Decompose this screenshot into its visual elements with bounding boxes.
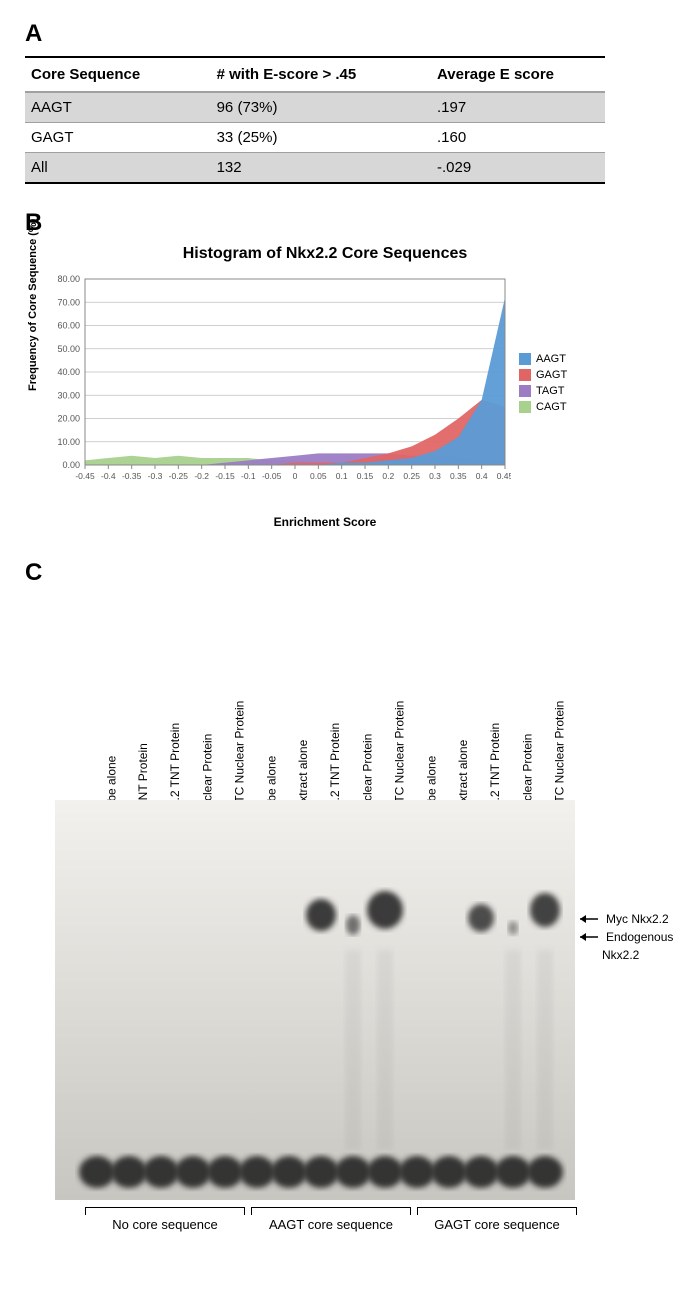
table-cell: 33 (25%) bbox=[211, 123, 431, 153]
lane-label: Probe alone bbox=[255, 595, 287, 795]
svg-text:40.00: 40.00 bbox=[57, 367, 80, 377]
legend-item: CAGT bbox=[519, 401, 567, 413]
lane-label: Myc TNT Protein bbox=[127, 595, 159, 795]
svg-text:0.45: 0.45 bbox=[497, 471, 511, 481]
gel-figure: Probe aloneMyc TNT ProteinMyc Nkx2.2 TNT… bbox=[25, 595, 655, 1275]
table-cell: 132 bbox=[211, 153, 431, 184]
arrow-label: Myc Nkx2.2 bbox=[606, 912, 669, 926]
svg-text:0.2: 0.2 bbox=[382, 471, 394, 481]
lane-label: Myc Nkx2.2 TNT Protein bbox=[319, 595, 351, 795]
svg-text:0.4: 0.4 bbox=[476, 471, 488, 481]
lane-label: Myc Nkx2.2 TNT Protein bbox=[159, 595, 191, 795]
svg-text:50.00: 50.00 bbox=[57, 344, 80, 354]
legend-label: GAGT bbox=[536, 369, 567, 381]
panel-a-label: A bbox=[25, 20, 660, 48]
svg-text:-0.3: -0.3 bbox=[148, 471, 163, 481]
legend-item: AAGT bbox=[519, 353, 567, 365]
svg-text:60.00: 60.00 bbox=[57, 321, 80, 331]
lane-label: Myc Nkx2.2 TNT Protein bbox=[479, 595, 511, 795]
table-cell: All bbox=[25, 153, 211, 184]
legend-swatch bbox=[519, 401, 531, 413]
svg-text:0.3: 0.3 bbox=[429, 471, 441, 481]
lane-label: Probe alone bbox=[95, 595, 127, 795]
group-bracket: AAGT core sequence bbox=[251, 1207, 411, 1232]
lane-label: Myc Nkx2.2 aTC Nuclear Protein bbox=[223, 595, 255, 795]
group-label: No core sequence bbox=[85, 1217, 245, 1232]
svg-text:0.00: 0.00 bbox=[62, 460, 80, 470]
legend: AAGT GAGT TAGT CAGT bbox=[519, 349, 567, 417]
table-row: AAGT96 (73%).197 bbox=[25, 92, 605, 123]
table-cell: AAGT bbox=[25, 92, 211, 123]
table-cell: 96 (73%) bbox=[211, 92, 431, 123]
panel-c-label: C bbox=[25, 559, 660, 587]
svg-text:-0.25: -0.25 bbox=[169, 471, 189, 481]
legend-label: AAGT bbox=[536, 353, 566, 365]
lane-label: aTC Nuclear Protein bbox=[191, 595, 223, 795]
group-label: AAGT core sequence bbox=[251, 1217, 411, 1232]
gel-svg bbox=[55, 800, 575, 1200]
svg-text:-0.05: -0.05 bbox=[262, 471, 282, 481]
lane-label: aTC Nuclear Protein bbox=[351, 595, 383, 795]
group-bracket: GAGT core sequence bbox=[417, 1207, 577, 1232]
x-axis-label: Enrichment Score bbox=[25, 515, 625, 529]
legend-swatch bbox=[519, 353, 531, 365]
svg-text:0.15: 0.15 bbox=[357, 471, 374, 481]
lane-label: TNT Extract alone bbox=[447, 595, 479, 795]
legend-swatch bbox=[519, 385, 531, 397]
legend-item: TAGT bbox=[519, 385, 567, 397]
table-row: All132-.029 bbox=[25, 153, 605, 184]
svg-text:-0.15: -0.15 bbox=[215, 471, 235, 481]
svg-text:70.00: 70.00 bbox=[57, 297, 80, 307]
table-cell: GAGT bbox=[25, 123, 211, 153]
chart-title: Histogram of Nkx2.2 Core Sequences bbox=[25, 245, 625, 263]
panel-b-label: B bbox=[25, 209, 660, 237]
svg-text:30.00: 30.00 bbox=[57, 390, 80, 400]
svg-text:-0.45: -0.45 bbox=[75, 471, 95, 481]
table-row: GAGT33 (25%).160 bbox=[25, 123, 605, 153]
col-header: # with E-score > .45 bbox=[211, 57, 431, 92]
lane-label: Myc Nkx2.2 aTC Nuclear Protein bbox=[383, 595, 415, 795]
arrow-label: Endogenous bbox=[606, 930, 673, 944]
histogram-chart: Histogram of Nkx2.2 Core Sequences Frequ… bbox=[25, 245, 625, 529]
svg-text:0.35: 0.35 bbox=[450, 471, 467, 481]
svg-text:-0.4: -0.4 bbox=[101, 471, 116, 481]
lane-label: aTC Nuclear Protein bbox=[511, 595, 543, 795]
svg-text:0.25: 0.25 bbox=[403, 471, 420, 481]
col-header: Core Sequence bbox=[25, 57, 211, 92]
legend-label: TAGT bbox=[536, 385, 565, 397]
arrow-label: Nkx2.2 bbox=[602, 948, 639, 962]
table-cell: .197 bbox=[431, 92, 605, 123]
svg-text:80.00: 80.00 bbox=[57, 274, 80, 284]
svg-text:20.00: 20.00 bbox=[57, 414, 80, 424]
svg-text:10.00: 10.00 bbox=[57, 437, 80, 447]
legend-swatch bbox=[519, 369, 531, 381]
group-label: GAGT core sequence bbox=[417, 1217, 577, 1232]
table-cell: .160 bbox=[431, 123, 605, 153]
lane-label: Myc Nkx2.2 aTC Nuclear Protein bbox=[543, 595, 575, 795]
table-cell: -.029 bbox=[431, 153, 605, 184]
chart-svg: 0.00 10.00 20.00 30.00 40.00 50.00 60.00 70.00 8… bbox=[41, 273, 511, 493]
band-arrows: Myc Nkx2.2 Endogenous Nkx2.2 bbox=[580, 910, 673, 964]
svg-text:0: 0 bbox=[293, 471, 298, 481]
col-header: Average E score bbox=[431, 57, 605, 92]
svg-text:-0.2: -0.2 bbox=[194, 471, 209, 481]
svg-text:-0.35: -0.35 bbox=[122, 471, 142, 481]
legend-label: CAGT bbox=[536, 401, 567, 413]
y-axis-label: Frequency of Core Sequence (%) bbox=[27, 375, 39, 391]
group-bracket: No core sequence bbox=[85, 1207, 245, 1232]
svg-text:0.05: 0.05 bbox=[310, 471, 327, 481]
lane-label: Probe alone bbox=[415, 595, 447, 795]
svg-text:-0.1: -0.1 bbox=[241, 471, 256, 481]
core-sequence-table: Core Sequence # with E-score > .45 Avera… bbox=[25, 56, 605, 184]
lane-label: TNT Extract alone bbox=[287, 595, 319, 795]
legend-item: GAGT bbox=[519, 369, 567, 381]
svg-text:0.1: 0.1 bbox=[336, 471, 348, 481]
